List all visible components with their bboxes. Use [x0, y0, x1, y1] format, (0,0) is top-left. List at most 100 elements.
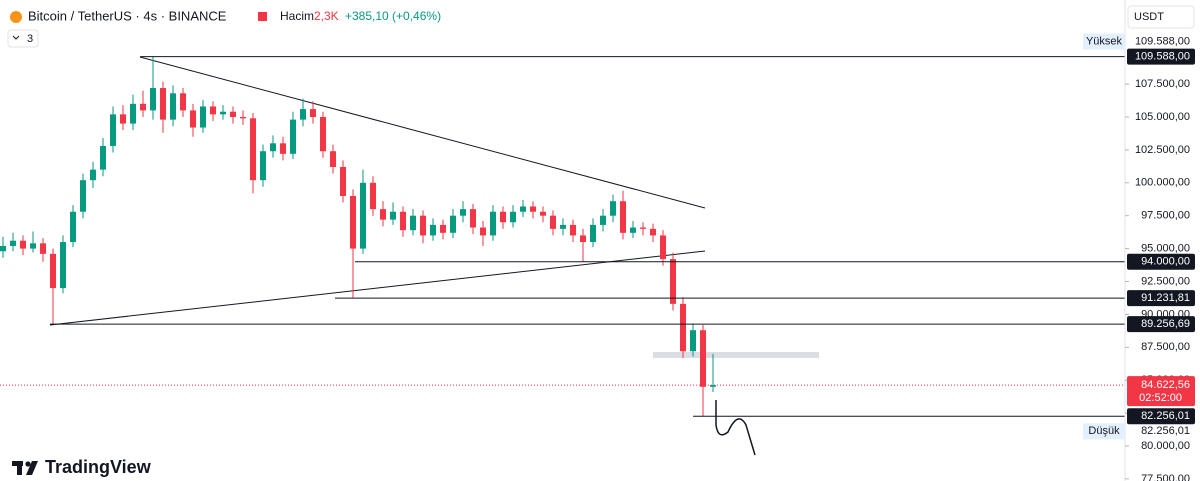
candle-body: [250, 118, 256, 181]
logo-mark: [26, 461, 38, 475]
y-tick-label: 97.500,00: [1141, 210, 1190, 222]
candle-body: [700, 330, 706, 387]
last-price-badge: [1127, 376, 1195, 407]
candle-body: [40, 243, 46, 254]
logo-mark: [25, 461, 31, 467]
candle-body: [610, 201, 616, 216]
candle-body: [430, 224, 436, 236]
candle-body: [330, 151, 336, 168]
candle-body: [310, 109, 316, 117]
price-line-badge: [1127, 253, 1195, 270]
zone: [653, 352, 819, 358]
candle-body: [190, 110, 196, 128]
price-line-label: 109.588,00: [1135, 51, 1190, 63]
candle-body: [30, 243, 36, 249]
candle-body: [540, 211, 546, 216]
candle-body: [660, 235, 666, 260]
candle-body: [640, 227, 646, 229]
candle-body: [590, 224, 596, 243]
y-tick-label: 95.000,00: [1141, 242, 1190, 254]
indicator-toggle[interactable]: [7, 29, 39, 48]
candle-body: [350, 195, 356, 249]
candle-body: [240, 116, 246, 119]
candle-body: [420, 215, 426, 236]
candle-body: [280, 143, 286, 154]
candle-body: [50, 253, 56, 289]
candle-body: [320, 116, 326, 152]
candle-body: [570, 224, 576, 236]
candle-body: [650, 228, 656, 236]
candle-body: [270, 143, 276, 152]
candle-body: [480, 227, 486, 236]
candle-body: [530, 206, 536, 212]
candle-body: [520, 206, 526, 212]
candle-body: [90, 169, 96, 181]
candle-body: [600, 215, 606, 225]
candle-body: [20, 240, 26, 249]
price-line-label: 91.231,81: [1141, 292, 1190, 304]
candle-body: [690, 330, 696, 352]
symbol-title: Bitcoin / TetherUS · 4s · BINANCE: [28, 8, 227, 23]
low-marker-badge: [1083, 423, 1125, 440]
price-line-label: 94.000,00: [1141, 256, 1190, 268]
candle-body: [620, 201, 626, 233]
low-marker-value: 82.256,01: [1141, 425, 1190, 437]
price-line-badge: [1127, 48, 1195, 65]
candle-body: [200, 106, 206, 128]
logo: TradingView: [12, 457, 152, 477]
chevron: [12, 35, 20, 40]
candle-body: [60, 242, 66, 289]
candle-body: [410, 215, 416, 231]
high-marker-label: Yüksek: [1086, 36, 1123, 48]
candle-body: [680, 303, 686, 352]
candle-body: [130, 103, 136, 124]
y-tick-label: 102.500,00: [1135, 144, 1190, 156]
candle-body: [300, 109, 306, 120]
price-line-badge: [1127, 408, 1195, 425]
logo-mark: [17, 461, 22, 475]
y-tick-label: 92.500,00: [1141, 275, 1190, 287]
price-line-badge: [1127, 290, 1195, 307]
candle-body: [110, 114, 116, 146]
candle-body: [230, 111, 236, 117]
arrow-sketch: [715, 400, 756, 456]
price-line-badge: [1127, 316, 1195, 333]
volume-value: 2,3K: [314, 9, 339, 23]
flag-icon[interactable]: [258, 12, 267, 21]
candle-body: [10, 240, 16, 246]
candle-body: [0, 245, 6, 252]
candle-body: [710, 385, 716, 387]
candle-body: [630, 227, 636, 233]
candle-body: [380, 209, 386, 220]
candle-body: [180, 93, 186, 111]
candle-body: [120, 114, 126, 124]
axis: 77.500,0080.000,0082.500,0085.000,0087.5…: [1083, 33, 1197, 481]
candle-body: [550, 215, 556, 229]
candle-body: [260, 151, 266, 181]
plot: [0, 56, 1125, 417]
candle-body: [220, 111, 226, 115]
y-tick-label: 100.000,00: [1135, 177, 1190, 189]
trend-line: [139, 56, 706, 209]
last-price-label: 84.622,56: [1141, 379, 1190, 391]
candle-body: [460, 209, 466, 216]
high-marker-value-bg: [1127, 33, 1197, 50]
price-line-label: 89.256,69: [1141, 318, 1190, 330]
logo-text: TradingView: [45, 457, 152, 477]
candle-body: [80, 180, 86, 212]
candle-body: [210, 106, 216, 115]
y-tick-label: 77.500,00: [1141, 473, 1190, 481]
countdown: 02:52:00: [1139, 392, 1182, 404]
candle-body: [140, 103, 146, 111]
currency-button[interactable]: [1127, 5, 1195, 29]
price-change: +385,10 (+0,46%): [345, 9, 441, 23]
candle-body: [150, 88, 156, 111]
y-tick-label: 80.000,00: [1141, 440, 1190, 452]
y-tick-label: 107.500,00: [1135, 78, 1190, 90]
candle-body: [160, 88, 166, 120]
y-tick-label: 105.000,00: [1135, 111, 1190, 123]
candle-body: [70, 211, 76, 243]
